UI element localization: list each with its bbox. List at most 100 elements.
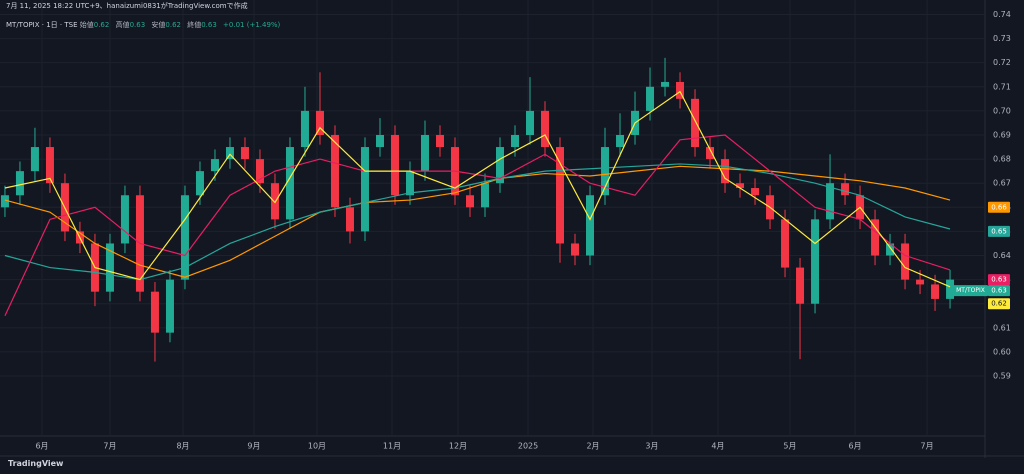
y-tick-label: 0.64 [993, 251, 1011, 260]
candle-body [946, 279, 955, 299]
y-tick-label: 0.61 [993, 323, 1011, 332]
symbol-tag [953, 285, 988, 297]
candle-body [315, 110, 324, 135]
candle-body [886, 243, 895, 256]
price-tag [988, 274, 1010, 286]
candle-body [345, 207, 354, 232]
y-tick-label: 0.68 [993, 155, 1011, 164]
candle-body [706, 147, 715, 160]
candle-body [811, 219, 820, 304]
candle-body [796, 267, 805, 304]
candle-body [496, 147, 505, 184]
x-tick-label: 2025 [518, 442, 538, 451]
y-tick-label: 0.72 [993, 58, 1011, 67]
price-tag [988, 285, 1010, 297]
price-tag [988, 225, 1010, 237]
open-label: 始値 [79, 21, 94, 29]
change: +0.01 (+1.49%) [223, 21, 281, 29]
x-tick-label: 8月 [176, 442, 189, 451]
candle-body [541, 110, 550, 148]
candle-body [270, 183, 279, 220]
candle-body [931, 284, 940, 299]
candle-body [826, 183, 835, 220]
candle-body [150, 291, 159, 333]
close-value: 0.63 [201, 21, 217, 29]
candle-body [195, 171, 204, 196]
candle-body [165, 279, 174, 333]
candle-body [480, 183, 489, 208]
candle-body [375, 134, 384, 148]
candle-body [360, 147, 369, 232]
x-tick-label: 6月 [35, 442, 48, 451]
candle-body [661, 81, 670, 87]
close-label: 終値 [187, 21, 202, 29]
moving-average [4, 165, 951, 278]
x-tick-label: 11月 [383, 442, 401, 451]
candle-body [586, 195, 595, 256]
candle-body [405, 171, 414, 196]
candle-body [556, 147, 565, 244]
candle-body [691, 98, 700, 148]
candle-body [300, 110, 309, 148]
x-tick-label: 5月 [783, 442, 796, 451]
x-tick-label: 12月 [449, 442, 467, 451]
candle-body [330, 134, 339, 208]
candle-body [435, 134, 444, 148]
y-tick-label: 0.67 [993, 179, 1011, 188]
created-note: 7月 11, 2025 18:22 UTC+9、hanaizumi0831がTr… [6, 2, 248, 10]
y-tick-label: 0.73 [993, 34, 1011, 43]
brand: TradingView [8, 459, 64, 468]
candle-body [841, 183, 850, 196]
candle-body [616, 134, 625, 148]
moving-average [4, 90, 951, 288]
x-tick-label: 7月 [103, 442, 116, 451]
candle-body [465, 195, 474, 208]
price-tag [988, 298, 1010, 310]
open-value: 0.62 [93, 21, 110, 29]
low-label: 安値 [151, 21, 166, 29]
candle-body [646, 86, 655, 111]
candle-body [420, 134, 429, 172]
y-tick-label: 0.71 [993, 82, 1011, 91]
price-tag-label: 0.62 [991, 300, 1007, 308]
x-tick-label: 6月 [849, 442, 862, 451]
candle-body [390, 134, 399, 196]
candle-body [781, 219, 790, 268]
candle-body [210, 159, 219, 172]
legend: MT/TOPIX · 1日 · TSE 始値0.62 高値0.63 安値0.62… [6, 20, 284, 30]
candle-body [601, 147, 610, 196]
y-tick-label: 0.60 [993, 347, 1011, 356]
moving-average [4, 163, 951, 281]
candle-body [30, 147, 39, 172]
high-value: 0.63 [129, 21, 146, 29]
candle-body [120, 195, 129, 244]
candle-body [240, 147, 249, 160]
candle-body [511, 134, 520, 148]
candle-body [721, 159, 730, 184]
low-value: 0.62 [165, 21, 181, 29]
symbol: MT/TOPIX · 1日 · TSE [6, 21, 78, 29]
candle-body [676, 81, 685, 99]
candle-body [180, 195, 189, 280]
candle-body [225, 147, 234, 160]
candle-body [45, 147, 54, 184]
x-tick-label: 10月 [308, 442, 326, 451]
candle-body [751, 188, 760, 196]
candle-body [526, 110, 535, 135]
candle-body [736, 183, 745, 189]
candle-body [901, 243, 910, 280]
candle-body [15, 171, 24, 196]
y-tick-label: 0.69 [993, 130, 1011, 139]
price-tag-label: 0.63 [991, 276, 1007, 284]
candle-body [255, 159, 264, 184]
x-tick-label: 2月 [586, 442, 599, 451]
x-tick-label: 3月 [645, 442, 658, 451]
price-tag-label: 0.65 [991, 227, 1007, 235]
price-tag-label: 0.63 [991, 287, 1007, 295]
candle-body [285, 147, 294, 220]
y-tick-label: 0.74 [993, 10, 1011, 19]
x-tick-label: 4月 [711, 442, 724, 451]
high-label: 高値 [115, 21, 130, 29]
